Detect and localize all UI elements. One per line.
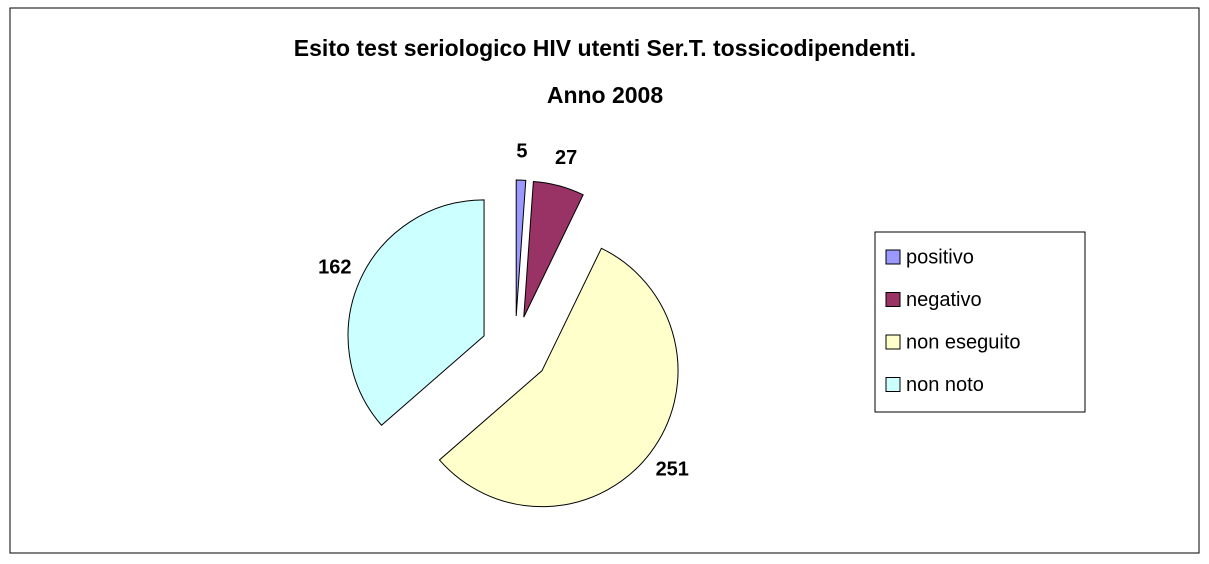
chart-title: Esito test seriologico HIV utenti Ser.T.… <box>294 35 916 61</box>
legend-label: positivo <box>906 246 974 268</box>
pie-slice <box>523 180 584 318</box>
legend-swatch <box>885 292 901 307</box>
legend-swatch <box>885 249 901 265</box>
legend-box <box>874 231 1086 413</box>
chart-title: Anno 2008 <box>547 82 664 108</box>
pie-slice <box>347 199 485 426</box>
data-label: 5 <box>516 140 527 162</box>
pie-slice <box>438 247 679 508</box>
data-label: 162 <box>318 256 351 278</box>
legend-label: non noto <box>906 374 984 396</box>
data-label: 27 <box>555 147 577 169</box>
pie-slice <box>515 179 527 317</box>
data-label: 251 <box>656 459 689 481</box>
legend-swatch <box>885 377 901 392</box>
legend-swatch <box>885 334 901 350</box>
legend-label: negativo <box>906 289 982 311</box>
legend-label: non eseguito <box>906 331 1021 353</box>
